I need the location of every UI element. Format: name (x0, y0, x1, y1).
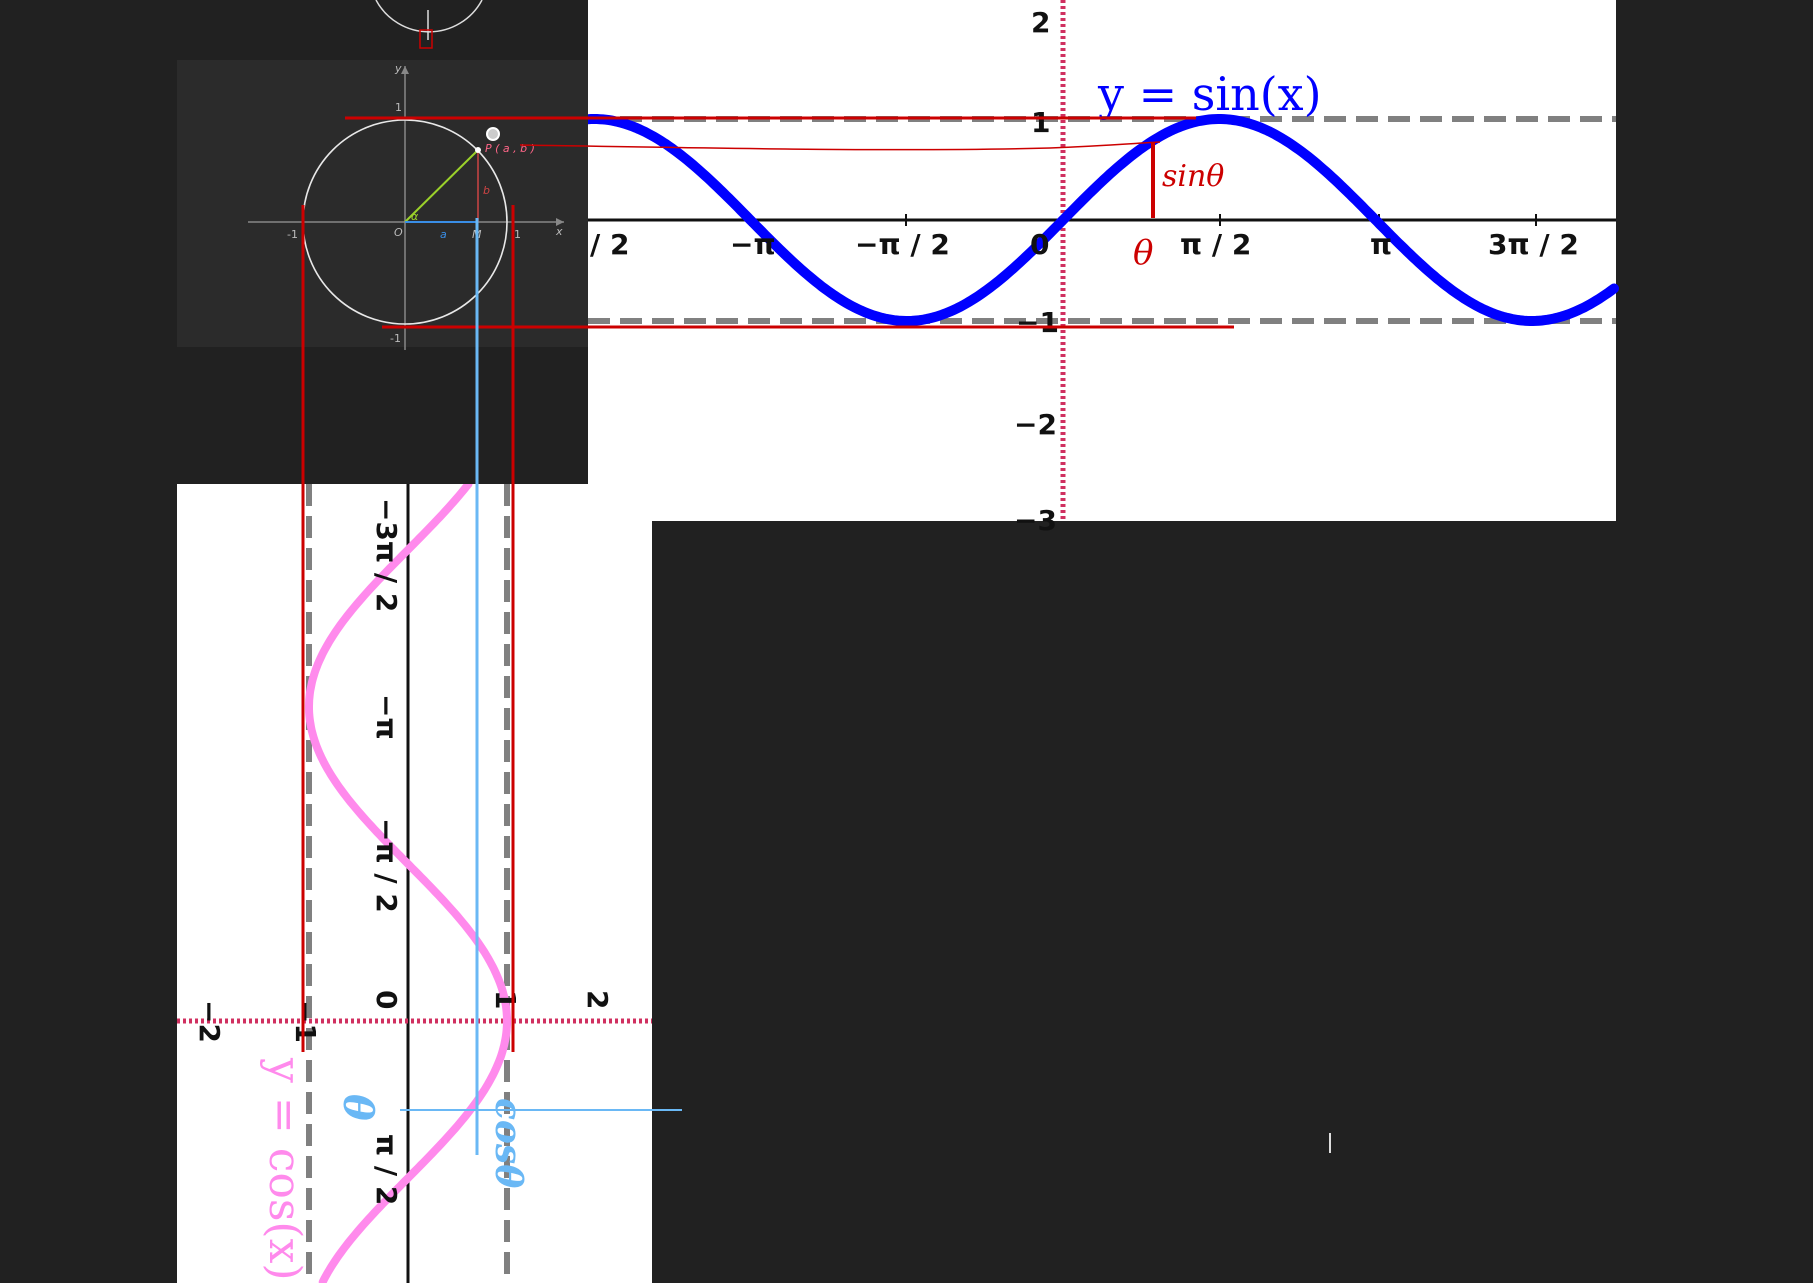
cos-value-tick-label: −2 (193, 1000, 226, 1043)
cos-angle-tick-label: −3π / 2 (370, 498, 403, 612)
sin-x-tick-label: 3π / 2 (1488, 228, 1579, 261)
sin-y-tick-label: −2 (1014, 408, 1057, 441)
top-red-mark-icon (419, 29, 433, 49)
top-circle-fragment (375, 0, 483, 33)
sin-panel-background (588, 0, 1616, 521)
cos-theta-annotation: θ (334, 1094, 381, 1121)
x-axis-arrow-icon (556, 218, 564, 226)
cos-value-annotation: cosθ (487, 1098, 529, 1188)
cos-value-tick-label: −1 (289, 1000, 322, 1043)
label-neg-one-left: -1 (287, 228, 298, 241)
sin-x-tick-label: π / 2 (1180, 228, 1251, 261)
label-alpha: α (411, 210, 419, 223)
red-guide-lines (301, 116, 1234, 1052)
cos-equation-label: y = cos(x) (259, 1057, 310, 1281)
label-y: y (394, 62, 402, 75)
cos-curve (305, 480, 511, 1283)
sin-x-tick-label: π (1370, 228, 1392, 261)
cos-panel-background (177, 484, 652, 1283)
text-cursor (1329, 1133, 1331, 1153)
cos-angle-tick-label: π / 2 (370, 1134, 403, 1205)
sin-x-tick-label: / 2 (590, 228, 629, 261)
sin-x-tick-label: 0 (1030, 228, 1049, 261)
label-one-top: 1 (395, 101, 402, 114)
radius-op (404, 149, 479, 223)
point-p (475, 147, 481, 153)
label-neg-one-bottom: -1 (390, 332, 401, 345)
drag-handle[interactable] (486, 127, 500, 141)
sin-theta-annotation: θ (1133, 233, 1153, 273)
sin-value-annotation: sinθ (1162, 159, 1224, 194)
sin-y-tick-label: −3 (1014, 504, 1057, 537)
y-axis-arrow-icon (401, 66, 409, 74)
cos-value-tick-label: 1 (489, 990, 522, 1009)
sin-y-tick-label: 2 (1031, 6, 1050, 39)
sin-y-tick-label: 1 (1031, 106, 1050, 139)
sin-x-tick-label: −π / 2 (855, 228, 950, 261)
unit-circle-panel-background (177, 60, 588, 347)
label-x: x (555, 225, 563, 238)
label-point-p: P ( a , b ) (485, 142, 535, 155)
sin-x-tick-label: −π (730, 228, 776, 261)
sin-y-tick-label: −1 (1016, 306, 1059, 339)
label-origin: O (394, 226, 403, 239)
cos-graph-panel: −2 −1 0 1 2 −3π / 2 −π −π / 2 π / 2 y = … (177, 480, 682, 1283)
sin-curve (583, 114, 1619, 326)
label-a: a (440, 228, 447, 241)
label-one-right: 1 (514, 228, 521, 241)
cos-angle-tick-label: −π (370, 694, 403, 740)
cos-value-tick-label: 0 (370, 990, 403, 1009)
label-b: b (483, 184, 490, 197)
cos-value-tick-label: 2 (581, 990, 614, 1009)
guide-sin-height-line (519, 141, 1161, 151)
unit-circle-panel: y x O 1 -1 -1 1 α a b M P ( a , b ) (177, 0, 588, 484)
sin-equation-label: y = sin(x) (1097, 67, 1322, 121)
sin-graph-panel: / 2 −π −π / 2 0 π / 2 π 3π / 2 2 1 −1 −2… (583, 0, 1619, 537)
cos-angle-tick-label: −π / 2 (370, 818, 403, 913)
